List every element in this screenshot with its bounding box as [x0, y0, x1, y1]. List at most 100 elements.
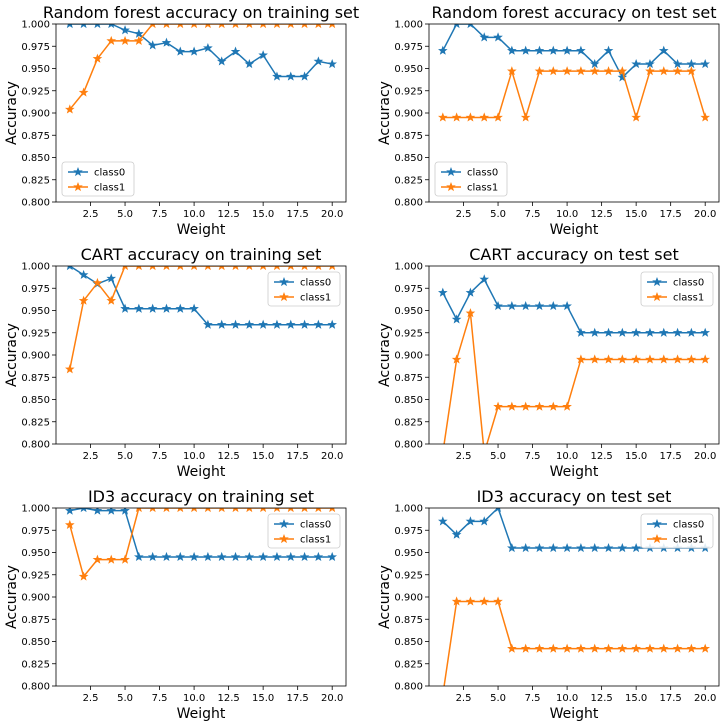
data-point-class1 [315, 266, 322, 271]
y-tick-label: 0.950 [394, 64, 423, 75]
y-tick-label: 0.950 [394, 306, 423, 317]
y-tick-label: 1.000 [21, 504, 50, 515]
y-tick-label: 0.975 [394, 284, 423, 295]
chart-panel-2: Random forest accuracy on test set 0.800 0… [377, 3, 720, 238]
y-tick-label: 0.900 [394, 593, 423, 604]
chart-title: ID3 accuracy on training set [88, 487, 314, 506]
data-point-class0 [106, 508, 117, 515]
x-tick-label: 17.5 [287, 451, 309, 462]
axes-frame [55, 23, 347, 203]
data-point-class0 [451, 314, 462, 324]
data-point-class0 [672, 327, 683, 337]
legend: class0 class1 [61, 161, 135, 197]
data-point-class1 [576, 66, 586, 76]
y-tick-label: 0.900 [21, 109, 50, 120]
y-tick-label: 0.875 [394, 373, 423, 384]
data-point-class0 [327, 319, 337, 329]
data-point-class0 [106, 273, 117, 283]
data-point-class0 [576, 45, 586, 55]
data-point-class1 [329, 266, 336, 271]
data-point-class1 [273, 24, 280, 29]
data-point-class0 [589, 327, 600, 337]
data-point-class1 [177, 508, 184, 513]
series-line-class1 [69, 24, 333, 110]
data-point-class0 [686, 58, 697, 69]
data-point-class0 [327, 551, 337, 562]
data-point-class1 [480, 449, 488, 457]
data-point-class1 [177, 266, 184, 271]
data-point-class0 [548, 300, 559, 311]
y-tick-label: 1.000 [394, 504, 423, 515]
data-point-class1 [149, 508, 156, 513]
data-point-class0 [94, 24, 101, 29]
data-point-class1 [603, 66, 614, 76]
y-tick-label: 0.875 [21, 373, 50, 384]
x-tick-label: 20.0 [321, 693, 343, 704]
y-axis-label: Accuracy [4, 565, 20, 629]
data-point-class0 [108, 24, 115, 29]
data-point-class1 [534, 66, 545, 76]
data-point-class1 [700, 354, 710, 364]
legend-swatch-marker [279, 533, 289, 544]
data-point-class0 [203, 42, 213, 53]
legend-swatch-marker [73, 166, 83, 177]
data-point-class1 [439, 691, 447, 699]
x-tick-label: 12.5 [590, 451, 612, 462]
y-tick-label: 0.800 [21, 198, 50, 209]
data-point-class0 [120, 25, 130, 35]
legend-swatch-marker [652, 291, 662, 302]
data-point-class1 [122, 266, 129, 271]
data-point-class1 [120, 35, 130, 46]
data-point-class0 [313, 319, 324, 329]
y-tick-label: 0.925 [394, 328, 423, 339]
y-tick-label: 1.000 [21, 262, 50, 273]
data-point-class0 [65, 508, 75, 515]
data-point-class1 [493, 596, 503, 606]
data-point-class0 [230, 46, 241, 56]
data-point-class0 [92, 508, 103, 515]
x-tick-label: 5.0 [490, 693, 506, 704]
y-tick-label: 0.975 [21, 526, 50, 537]
x-tick-label: 20.0 [694, 451, 716, 462]
data-point-class0 [80, 508, 87, 513]
data-point-class0 [617, 327, 628, 337]
axes-frame [428, 265, 720, 445]
legend-label: class1 [467, 183, 498, 194]
data-point-class0 [66, 266, 73, 271]
data-point-class1 [106, 295, 117, 305]
legend-label: class0 [673, 520, 704, 531]
data-point-class0 [548, 542, 559, 553]
data-point-class0 [658, 327, 669, 337]
data-point-class0 [78, 269, 89, 279]
data-point-class0 [603, 327, 614, 337]
data-point-class1 [631, 354, 641, 364]
chart-title: Random forest accuracy on training set [43, 3, 359, 22]
data-point-class0 [285, 319, 296, 329]
data-point-class1 [576, 354, 586, 364]
data-point-class0 [66, 24, 73, 29]
data-point-class1 [548, 401, 559, 411]
legend-swatch-marker [279, 291, 289, 302]
data-point-class1 [65, 364, 75, 374]
data-point-class1 [658, 66, 669, 76]
data-point-class1 [672, 66, 683, 76]
legend: class0 class1 [640, 271, 714, 307]
data-point-class1 [686, 643, 697, 653]
x-tick-label: 2.5 [456, 693, 472, 704]
data-point-class0 [576, 542, 586, 553]
data-point-class1 [672, 354, 683, 364]
x-tick-label: 5.0 [117, 451, 133, 462]
data-point-class0 [258, 319, 268, 329]
data-point-class1 [534, 643, 545, 653]
x-tick-label: 2.5 [83, 451, 99, 462]
y-tick-label: 1.000 [21, 20, 50, 31]
data-point-class0 [700, 58, 710, 69]
legend-label: class0 [94, 168, 125, 179]
data-point-class1 [520, 401, 531, 411]
data-point-class0 [189, 303, 199, 313]
data-point-class1 [520, 643, 531, 653]
x-tick-label: 15.0 [625, 209, 647, 220]
data-point-class0 [175, 551, 186, 562]
axes-frame [55, 265, 347, 445]
x-tick-label: 2.5 [83, 209, 99, 220]
